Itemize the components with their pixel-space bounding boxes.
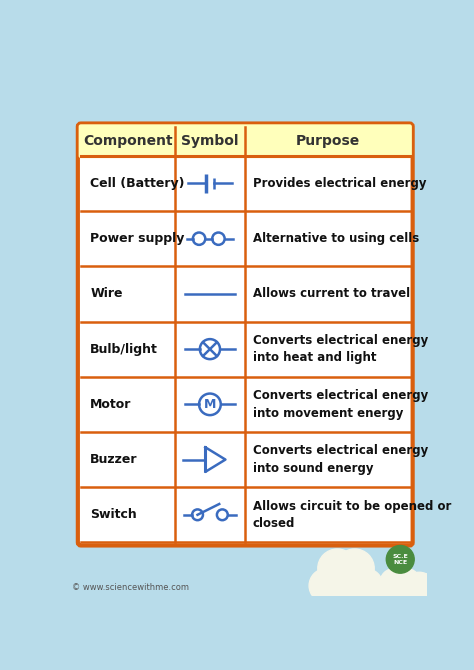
Circle shape — [309, 568, 344, 603]
Text: Alternative to using cells: Alternative to using cells — [253, 232, 419, 245]
Circle shape — [417, 572, 451, 606]
Circle shape — [322, 553, 370, 601]
Circle shape — [386, 545, 414, 574]
Circle shape — [428, 589, 458, 618]
Text: Allows current to travel: Allows current to travel — [253, 287, 410, 300]
Circle shape — [392, 569, 420, 596]
Text: Provides electrical energy: Provides electrical energy — [253, 177, 427, 190]
Text: Motor: Motor — [90, 398, 132, 411]
Text: Allows circuit to be opened or
closed: Allows circuit to be opened or closed — [253, 500, 451, 530]
Circle shape — [406, 576, 447, 616]
Text: Wire: Wire — [90, 287, 123, 300]
Text: Converts electrical energy
into heat and light: Converts electrical energy into heat and… — [253, 334, 428, 364]
Text: Converts electrical energy
into movement energy: Converts electrical energy into movement… — [253, 389, 428, 419]
FancyBboxPatch shape — [79, 125, 412, 158]
Circle shape — [402, 582, 427, 607]
Text: Switch: Switch — [90, 509, 137, 521]
Text: Purpose: Purpose — [295, 134, 359, 148]
Circle shape — [348, 568, 383, 603]
Text: Bulb/light: Bulb/light — [90, 342, 158, 356]
Text: SC.E
NCE: SC.E NCE — [392, 554, 408, 565]
Circle shape — [335, 549, 374, 588]
Text: Converts electrical energy
into sound energy: Converts electrical energy into sound en… — [253, 444, 428, 475]
Text: Symbol: Symbol — [181, 134, 239, 148]
Text: Buzzer: Buzzer — [90, 453, 138, 466]
Circle shape — [380, 569, 408, 596]
Text: © www.sciencewithme.com: © www.sciencewithme.com — [72, 582, 189, 592]
Circle shape — [383, 572, 417, 606]
Text: Power supply: Power supply — [90, 232, 185, 245]
Text: Component: Component — [83, 134, 173, 148]
Circle shape — [395, 589, 425, 618]
FancyBboxPatch shape — [78, 123, 413, 545]
Text: M: M — [204, 398, 216, 411]
Text: Cell (Battery): Cell (Battery) — [90, 177, 185, 190]
Circle shape — [402, 572, 436, 606]
Circle shape — [374, 582, 399, 607]
Circle shape — [318, 549, 357, 588]
